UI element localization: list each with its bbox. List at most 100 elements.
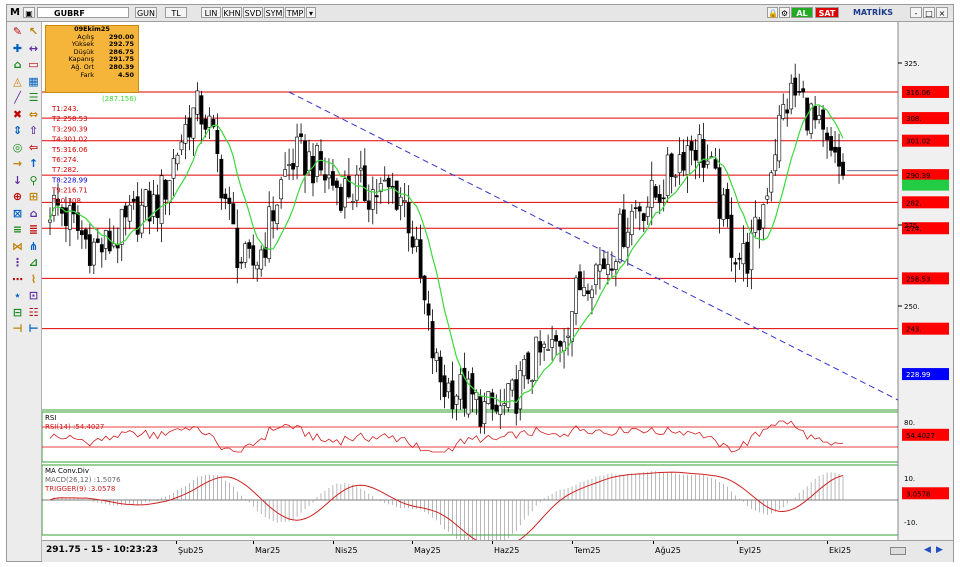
info-value: 280.39 bbox=[108, 62, 134, 71]
bow-icon[interactable]: ⋈ bbox=[12, 239, 23, 253]
ramp-icon[interactable]: ⊿ bbox=[28, 256, 39, 269]
house-icon[interactable]: ⌂ bbox=[29, 206, 38, 220]
chart-svg[interactable]: 316.06 308. 301.02 290.39 282. 274. 258.53 243.… bbox=[42, 22, 953, 540]
target-icon[interactable]: ◎ bbox=[12, 140, 23, 154]
candle-body bbox=[733, 262, 738, 265]
candle-body bbox=[510, 379, 515, 391]
box-icon[interactable]: ⊞ bbox=[28, 190, 39, 203]
svd-button[interactable]: SVD bbox=[243, 7, 263, 18]
candle-body bbox=[793, 77, 798, 96]
grid-icon[interactable]: ▦ bbox=[28, 74, 39, 88]
scroll-handle[interactable] bbox=[890, 547, 906, 555]
x-tick bbox=[412, 541, 413, 544]
chart-area[interactable]: 316.06 308. 301.02 290.39 282. 274. 258.53 243.… bbox=[42, 22, 949, 540]
candle-body bbox=[147, 190, 152, 222]
candle-body bbox=[83, 229, 88, 240]
app-icon[interactable]: M bbox=[10, 7, 20, 18]
search-icon[interactable]: ⚲ bbox=[29, 173, 38, 187]
box-x-icon[interactable]: ⊠ bbox=[12, 206, 23, 220]
level-label: 258.53 bbox=[906, 275, 931, 283]
rect-icon[interactable]: ▭ bbox=[28, 58, 39, 71]
candle-body bbox=[358, 167, 363, 171]
close-button[interactable]: × bbox=[936, 7, 948, 18]
hdots-icon[interactable]: ⋯ bbox=[12, 272, 23, 286]
minimize-button[interactable]: - bbox=[910, 7, 922, 18]
scroll-right-icon[interactable]: ▶ bbox=[936, 545, 943, 555]
new-window-icon[interactable]: ▣ bbox=[23, 7, 35, 18]
candle-body bbox=[199, 95, 204, 125]
candle-body bbox=[331, 171, 335, 186]
arrow-icon[interactable]: ↖ bbox=[28, 25, 39, 38]
candle-body bbox=[821, 109, 825, 130]
candle-body bbox=[87, 234, 92, 266]
moving-average-line bbox=[49, 104, 844, 404]
hsize-icon[interactable]: ⇔ bbox=[28, 107, 39, 121]
buy-button[interactable]: AL bbox=[791, 7, 813, 18]
line-icon[interactable]: ╱ bbox=[14, 91, 21, 104]
symbol-field[interactable]: GUBRF bbox=[37, 7, 129, 18]
scroll-left-icon[interactable]: ◀ bbox=[924, 545, 931, 555]
price-panel-bg bbox=[42, 22, 898, 410]
candle-body bbox=[386, 177, 391, 188]
level-label-bg bbox=[902, 272, 949, 285]
tri-icon[interactable]: ◬ bbox=[13, 74, 22, 88]
hor-icon[interactable]: ↔ bbox=[28, 41, 39, 55]
linear-button[interactable]: LIN bbox=[201, 7, 221, 18]
pen-icon[interactable]: ✎ bbox=[12, 25, 23, 38]
lines2-icon[interactable]: ≣ bbox=[28, 223, 39, 236]
candle-body bbox=[335, 180, 339, 188]
wave-icon[interactable]: ⌇ bbox=[30, 272, 37, 286]
info-row: Düşük 286.75 bbox=[46, 48, 138, 57]
star-icon[interactable]: ⋆ bbox=[14, 289, 21, 302]
period-button[interactable]: GUN bbox=[135, 7, 157, 18]
delete-icon[interactable]: ✖ bbox=[12, 107, 23, 121]
vsize-icon[interactable]: ⇕ bbox=[12, 124, 23, 137]
right-icon[interactable]: → bbox=[12, 157, 23, 170]
home-icon[interactable]: ⌂ bbox=[13, 58, 22, 71]
chevron-down-icon[interactable]: ▾ bbox=[306, 7, 316, 18]
candle-body bbox=[625, 231, 630, 248]
candle-body bbox=[287, 164, 292, 166]
candle-body bbox=[566, 335, 570, 338]
rsi-value-label: 54.4027 bbox=[906, 432, 935, 440]
south-icon[interactable]: ↓ bbox=[12, 173, 23, 187]
lock-icon[interactable]: 🔒 bbox=[767, 7, 778, 18]
tr-icon[interactable]: ⊢ bbox=[28, 322, 39, 335]
candle-body bbox=[239, 261, 244, 264]
zoom-in-icon[interactable]: ⊕ bbox=[12, 190, 23, 203]
macd-histogram bbox=[53, 471, 844, 540]
sell-button[interactable]: SAT bbox=[815, 7, 839, 18]
lines-icon[interactable]: ≡ bbox=[12, 223, 23, 236]
sq1-icon[interactable]: ⊡ bbox=[28, 289, 39, 302]
cross-icon[interactable]: ✚ bbox=[12, 41, 23, 55]
candle-body bbox=[72, 202, 76, 215]
candle-body bbox=[522, 359, 527, 377]
candle-body bbox=[590, 289, 594, 299]
candle-body bbox=[605, 264, 610, 275]
north-icon[interactable]: ↑ bbox=[28, 157, 39, 170]
fork-icon[interactable]: ⋔ bbox=[28, 239, 39, 253]
sq2-icon[interactable]: ⊟ bbox=[12, 305, 23, 319]
settings-icon[interactable]: ⚙ bbox=[779, 7, 790, 18]
target-label: T9:216.71 bbox=[51, 187, 88, 195]
menu-icon[interactable]: ☰ bbox=[28, 91, 39, 104]
left-icon[interactable]: ⇦ bbox=[28, 140, 39, 154]
candle-body bbox=[327, 174, 331, 179]
blue-level-label-bg bbox=[902, 368, 949, 381]
khn-button[interactable]: KHN bbox=[222, 7, 242, 18]
candle-body bbox=[119, 209, 124, 245]
drawing-toolbar: ✎ ↖ ✚ ↔ ⌂ ▭ ◬ ▦ ╱ ☰ ✖ ⇔ ⇕ ⇧ ◎ ⇦ → ↑ ↓ ⚲ ⊕ ⊞ ⊠ ⌂ ≡ ≣ ⋈ ⋔ ⋮ ⊿ ⋯ ⌇ ⋆ ⊡ ⊟ ☷ ⊣ ⊢ bbox=[7, 22, 42, 561]
sym-button[interactable]: SYM bbox=[264, 7, 284, 18]
candle-body bbox=[745, 241, 750, 274]
top-toolbar: M ▣ GUBRF GUN TL LIN KHN SVD SYM TMP ▾ 🔒… bbox=[7, 5, 953, 22]
maximize-button[interactable]: □ bbox=[923, 7, 935, 18]
currency-button[interactable]: TL bbox=[165, 7, 187, 18]
candle-body bbox=[737, 257, 742, 260]
candle-body bbox=[251, 245, 256, 266]
vdots-icon[interactable]: ⋮ bbox=[12, 256, 23, 269]
candle-body bbox=[64, 207, 68, 227]
tmp-button[interactable]: TMP bbox=[285, 7, 305, 18]
up-icon[interactable]: ⇧ bbox=[28, 124, 39, 137]
tl-icon[interactable]: ⊣ bbox=[12, 322, 23, 335]
tri-grid-icon[interactable]: ☷ bbox=[28, 305, 39, 319]
